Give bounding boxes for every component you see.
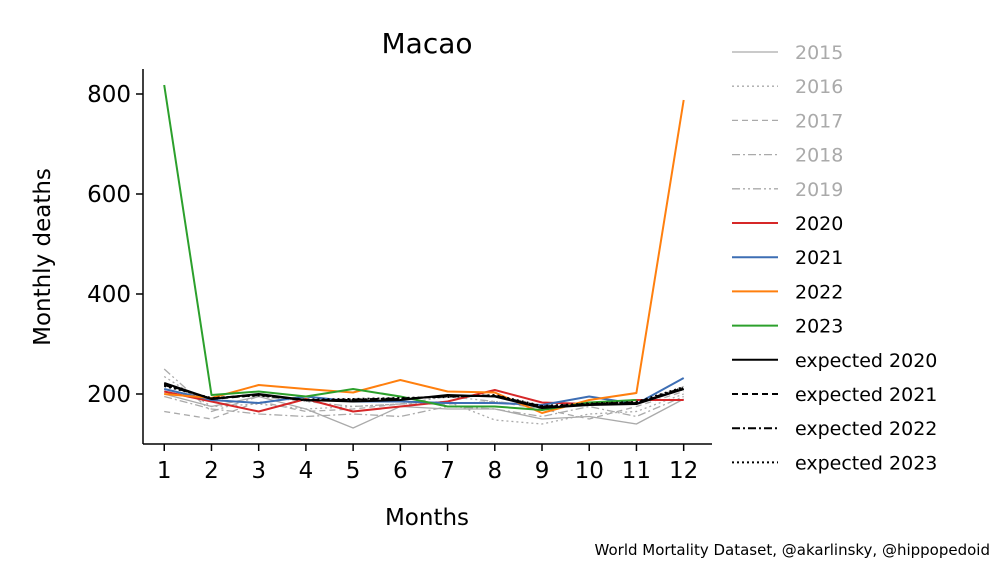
x-tick-label: 10 bbox=[575, 458, 604, 484]
x-tick-label: 11 bbox=[622, 458, 651, 484]
legend-label-2016: 2016 bbox=[795, 76, 843, 98]
legend-label-2019: 2019 bbox=[795, 179, 843, 201]
series-line-expected-2023 bbox=[163, 385, 685, 407]
x-tick-label: 7 bbox=[440, 458, 455, 484]
x-tick-label: 6 bbox=[393, 458, 408, 484]
x-tick-label: 9 bbox=[535, 458, 550, 484]
x-tick-label: 2 bbox=[204, 458, 219, 484]
x-tick-label: 3 bbox=[251, 458, 266, 484]
chart-title: Macao bbox=[382, 27, 473, 60]
series-line-2016 bbox=[163, 375, 684, 425]
series-line-2023 bbox=[163, 84, 637, 411]
credit-text: World Mortality Dataset, @akarlinsky, @h… bbox=[595, 541, 990, 559]
legend-label-2020: 2020 bbox=[795, 213, 843, 235]
x-tick-label: 4 bbox=[299, 458, 314, 484]
legend-label-expected-2023: expected 2023 bbox=[795, 452, 937, 474]
legend-label-expected-2022: expected 2022 bbox=[795, 418, 937, 440]
legend-label-2018: 2018 bbox=[795, 145, 843, 167]
y-tick-label: 800 bbox=[87, 82, 131, 108]
legend: 2015 2016 2017 2018 2019 2020 2021 2022 2023 expe… bbox=[732, 42, 937, 474]
legend-label-2021: 2021 bbox=[795, 247, 843, 269]
y-ticks: 200 400 600 800 bbox=[87, 82, 143, 408]
plot-area bbox=[163, 84, 685, 429]
y-tick-label: 200 bbox=[87, 382, 131, 408]
legend-label-2017: 2017 bbox=[795, 110, 843, 132]
x-tick-label: 1 bbox=[157, 458, 172, 484]
x-tick-label: 5 bbox=[346, 458, 361, 484]
legend-label-2022: 2022 bbox=[795, 281, 843, 303]
x-ticks: 1 2 3 4 5 6 7 8 9 10 11 12 bbox=[157, 444, 698, 484]
x-axis-label: Months bbox=[385, 505, 469, 531]
series-line-2015 bbox=[164, 393, 685, 429]
y-tick-label: 400 bbox=[87, 282, 131, 308]
y-tick-label: 600 bbox=[87, 182, 131, 208]
legend-label-expected-2021: expected 2021 bbox=[795, 384, 937, 406]
series-line-2022 bbox=[164, 99, 685, 414]
legend-label-expected-2020: expected 2020 bbox=[795, 350, 937, 372]
y-axis-label: Monthly deaths bbox=[30, 168, 56, 346]
x-tick-label: 8 bbox=[487, 458, 502, 484]
series-line-2018 bbox=[164, 395, 684, 418]
legend-label-2015: 2015 bbox=[795, 42, 843, 64]
legend-label-2023: 2023 bbox=[795, 316, 843, 338]
x-tick-label: 12 bbox=[669, 458, 698, 484]
